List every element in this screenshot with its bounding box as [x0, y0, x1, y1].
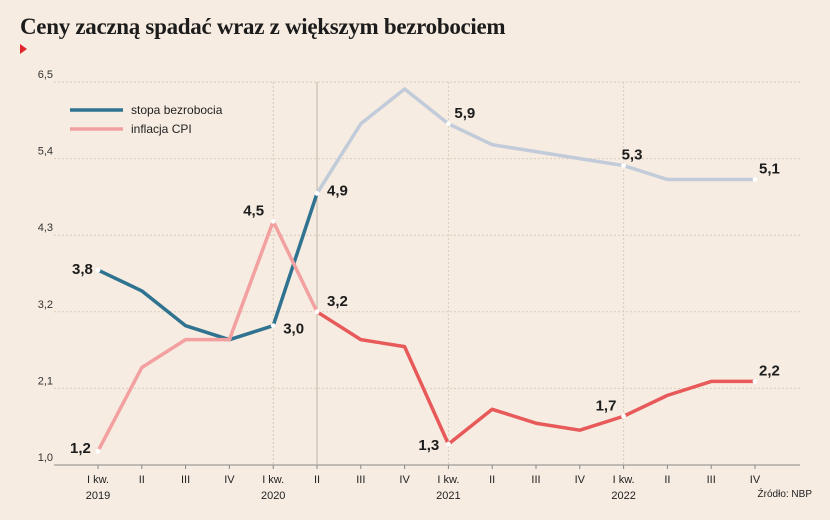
label-dot	[270, 323, 276, 329]
x-tick-label: IV	[750, 474, 761, 486]
data-label: 5,3	[622, 147, 643, 164]
legend-label: inflacja CPI	[131, 122, 192, 136]
data-label: 5,1	[759, 160, 780, 177]
label-dot	[752, 378, 758, 384]
y-tick-label: 3,2	[38, 299, 53, 311]
x-tick-label: III	[356, 474, 365, 486]
label-dot	[95, 448, 101, 454]
x-year-label: 2021	[436, 490, 460, 502]
series-projection-line	[315, 87, 757, 196]
label-dot	[445, 121, 451, 127]
x-tick-label: IV	[224, 474, 235, 486]
y-axis: 1,0 2,1 3,2 4,3 5,4 6,5	[38, 69, 53, 464]
x-year-label: 2020	[261, 490, 285, 502]
y-tick-label: 4,3	[38, 222, 53, 234]
label-dot	[752, 177, 758, 182]
data-label: 2,2	[759, 362, 780, 379]
x-tick-label: III	[531, 474, 540, 486]
grid-lines	[54, 81, 800, 466]
x-tick-label: III	[181, 474, 190, 486]
x-tick-label: I kw.	[437, 474, 459, 486]
legend-label: stopa bezrobocia	[131, 103, 223, 117]
x-tick-label: I kw.	[262, 474, 284, 486]
series-line	[96, 219, 319, 453]
data-label: 1,3	[418, 437, 439, 454]
x-tick-label: II	[139, 474, 145, 486]
red-triangle-marker-icon	[20, 44, 27, 54]
x-year-label: 2019	[86, 490, 110, 502]
data-label: 1,2	[70, 440, 91, 457]
x-tick-label: II	[664, 474, 670, 486]
series-projection-line	[315, 310, 757, 446]
label-dot	[445, 441, 451, 447]
x-tick-label: III	[707, 474, 716, 486]
source-note: Źródło: NBP	[757, 489, 812, 500]
legend: stopa bezrobocia inflacja CPI	[70, 103, 223, 136]
x-tick-label: IV	[399, 474, 410, 486]
label-dot	[621, 163, 627, 169]
y-tick-label: 5,4	[38, 146, 53, 158]
x-tick-label: I kw.	[613, 474, 635, 486]
data-label: 3,0	[283, 321, 304, 338]
data-label: 4,9	[327, 182, 348, 199]
y-tick-label: 2,1	[38, 375, 53, 387]
x-tick-label: I kw.	[87, 474, 109, 486]
data-label: 5,9	[454, 105, 475, 122]
x-tick-label: II	[489, 474, 495, 486]
series-lines	[96, 87, 757, 453]
x-tick-label: IV	[575, 474, 586, 486]
series-line	[96, 191, 319, 342]
x-year-label: 2022	[611, 490, 635, 502]
data-label: 3,8	[72, 261, 93, 278]
label-dot	[621, 413, 627, 419]
data-label: 3,2	[327, 293, 348, 310]
label-dot	[270, 218, 276, 224]
y-tick-label: 6,5	[38, 69, 53, 81]
data-label: 1,7	[596, 397, 617, 414]
label-dot	[95, 267, 101, 273]
y-tick-label: 1,0	[38, 452, 53, 464]
chart-title: Ceny zaczną spadać wraz z większym bezro…	[20, 14, 506, 39]
data-labels: 3,8 3,0 4,9 5,9 5,3 5,1 1,2 4,5 3,2 1,3 1,7 2,2	[70, 105, 780, 457]
label-dot	[314, 309, 320, 315]
label-dot	[314, 190, 320, 196]
x-tick-label: II	[314, 474, 320, 486]
data-label: 4,5	[243, 202, 264, 219]
